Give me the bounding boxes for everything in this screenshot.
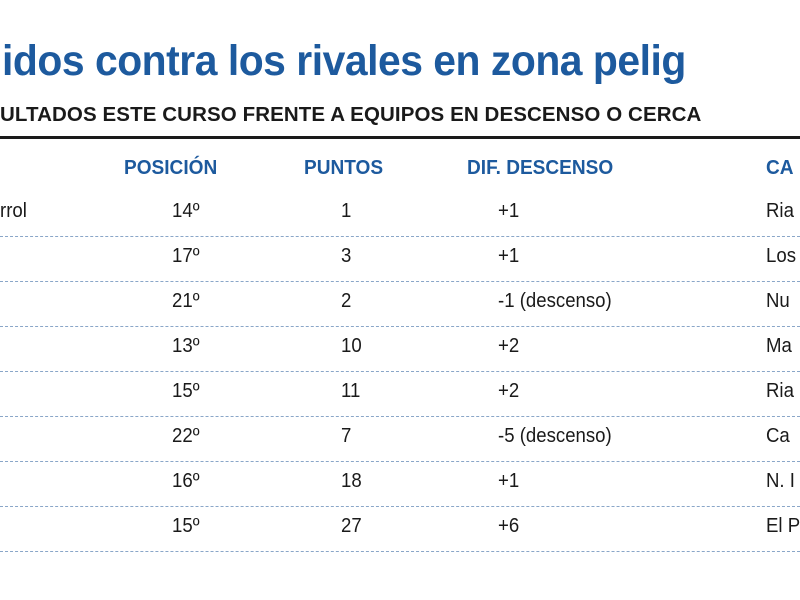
cell-relegation-diff: +1 — [498, 200, 520, 222]
cell-ca: Ria — [766, 380, 794, 402]
cell-position: 21º — [172, 290, 200, 312]
column-header-relegation-diff: DIF. DESCENSO — [467, 156, 614, 179]
cell-ca: Ca — [766, 425, 790, 447]
cell-relegation-diff: +1 — [498, 245, 520, 267]
page-subtitle: ULTADOS ESTE CURSO FRENTE A EQUIPOS EN D… — [0, 103, 702, 126]
cell-relegation-diff: -1 (descenso) — [498, 290, 612, 312]
cell-points: 10 — [341, 335, 362, 357]
cell-position: 17º — [172, 245, 200, 267]
cell-points: 18 — [341, 470, 362, 492]
column-header-ca: CA — [766, 156, 794, 179]
cell-points: 3 — [341, 245, 352, 267]
cell-ca: Los — [766, 245, 796, 267]
cell-team: rrol — [0, 200, 27, 222]
cell-ca: Ria — [766, 200, 794, 222]
cell-points: 27 — [341, 515, 362, 537]
cell-position: 15º — [172, 380, 200, 402]
cell-points: 11 — [341, 380, 361, 402]
table-row: 15º 27 +6 El P — [0, 507, 800, 552]
table-row: 21º 2 -1 (descenso) Nu — [0, 282, 800, 327]
cell-position: 22º — [172, 425, 200, 447]
page-title: idos contra los rivales en zona pelig — [2, 37, 686, 85]
cell-points: 1 — [341, 200, 352, 222]
table-row: 22º 7 -5 (descenso) Ca — [0, 417, 800, 462]
cell-ca: Ma — [766, 335, 792, 357]
column-header-position: POSICIÓN — [124, 156, 218, 179]
cell-position: 13º — [172, 335, 200, 357]
table-row: rrol 14º 1 +1 Ria — [0, 192, 800, 237]
cell-position: 14º — [172, 200, 200, 222]
cell-relegation-diff: +6 — [498, 515, 520, 537]
column-header-points: PUNTOS — [304, 156, 384, 179]
cell-ca: El P — [766, 515, 800, 537]
cell-points: 2 — [341, 290, 352, 312]
table-row: 16º 18 +1 N. I — [0, 462, 800, 507]
cell-relegation-diff: +1 — [498, 470, 520, 492]
table-row: 13º 10 +2 Ma — [0, 327, 800, 372]
table-row: 15º 11 +2 Ria — [0, 372, 800, 417]
table-row: 17º 3 +1 Los — [0, 237, 800, 282]
cell-relegation-diff: +2 — [498, 380, 520, 402]
cell-position: 16º — [172, 470, 200, 492]
title-divider — [0, 136, 800, 139]
cell-points: 7 — [341, 425, 352, 447]
cell-relegation-diff: +2 — [498, 335, 520, 357]
cell-ca: Nu — [766, 290, 790, 312]
cell-ca: N. I — [766, 470, 795, 492]
cell-relegation-diff: -5 (descenso) — [498, 425, 612, 447]
cell-position: 15º — [172, 515, 200, 537]
